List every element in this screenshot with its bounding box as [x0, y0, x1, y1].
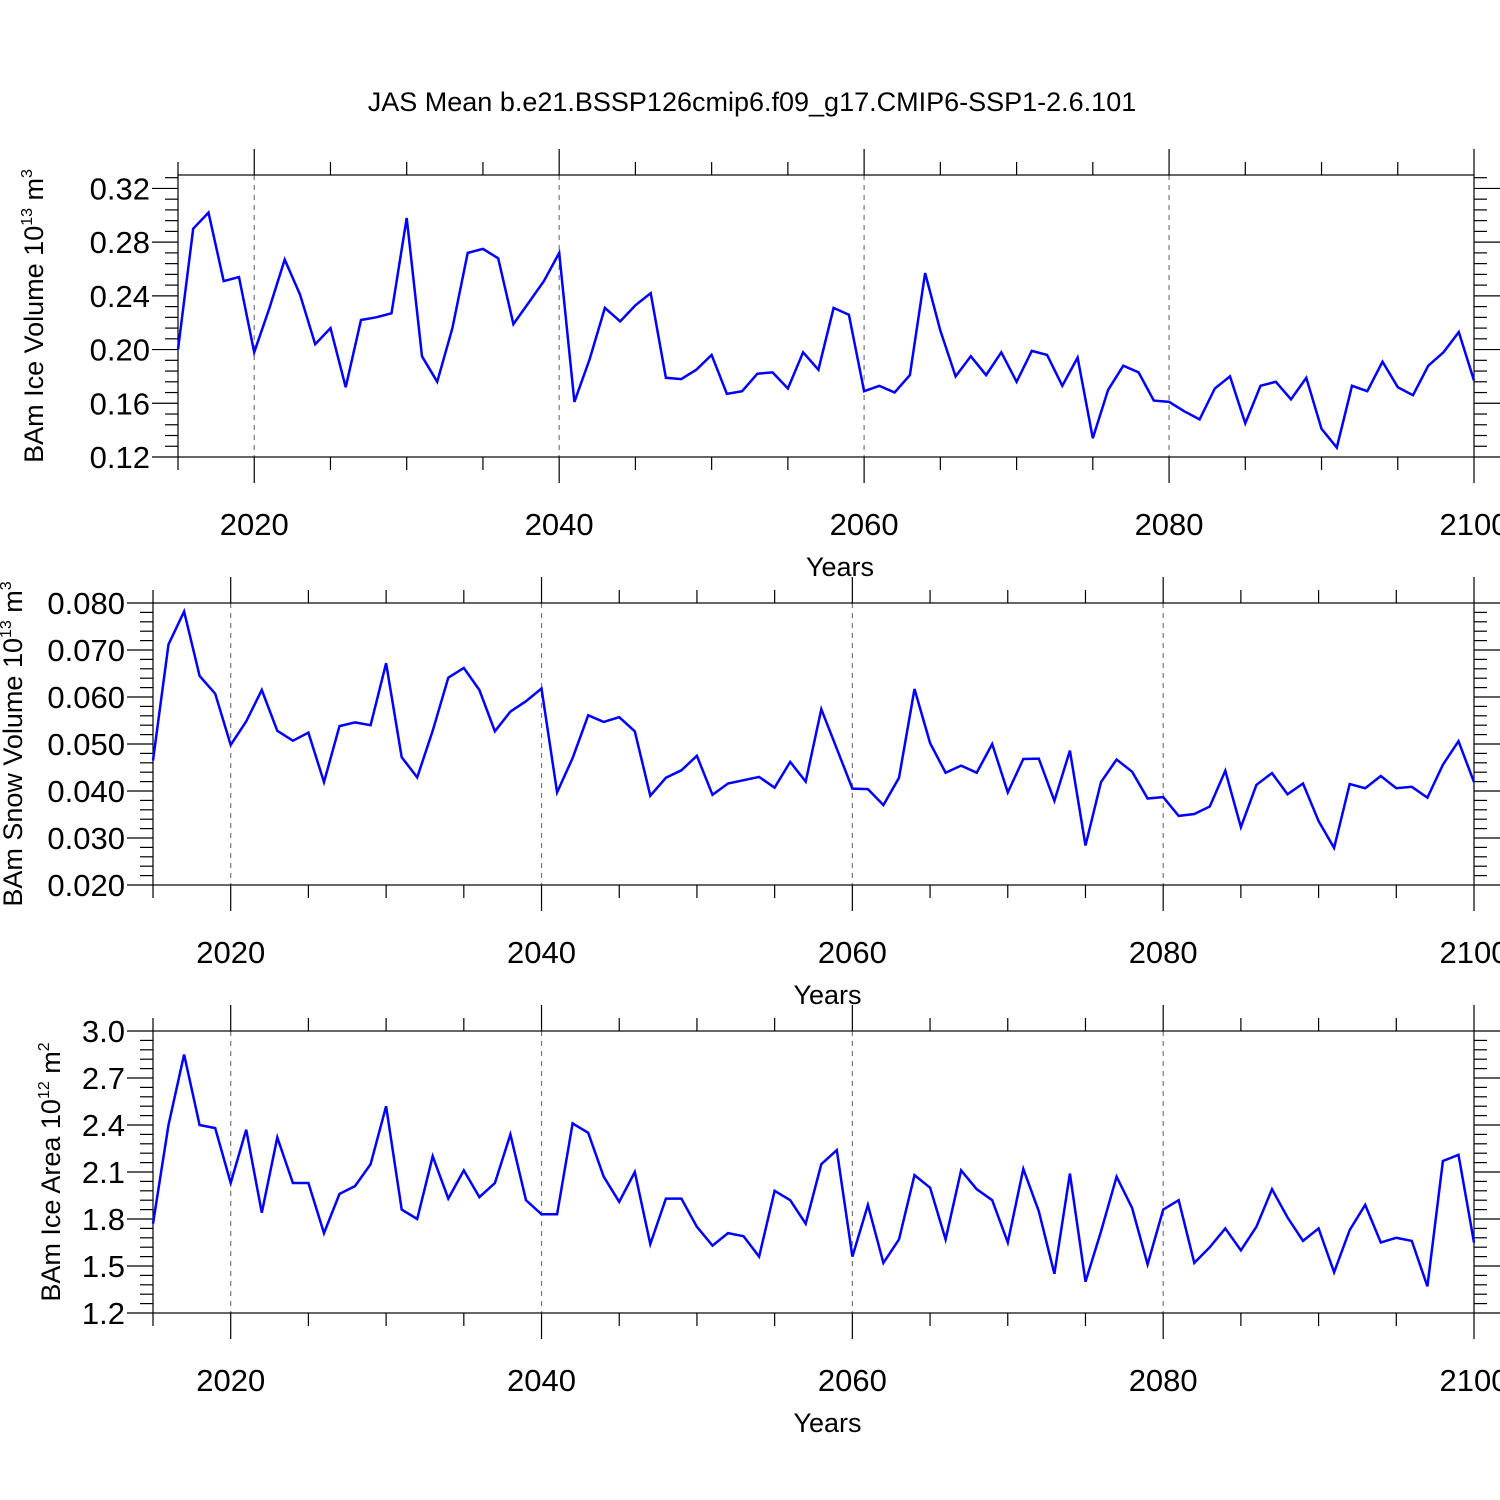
ice-volume-xtick-label: 2080 — [1135, 507, 1204, 542]
ice-area-series-line — [151, 1054, 1476, 1287]
ice-volume-ytick-label: 0.32 — [90, 171, 150, 206]
ice-area-xtick-label: 2020 — [196, 1363, 265, 1398]
ice-area-ytick-label: 1.2 — [82, 1296, 125, 1331]
ice-area-ytick-label: 2.1 — [82, 1155, 125, 1190]
snow-volume-xtick-label: 2060 — [818, 935, 887, 970]
snow-volume-yaxis-label: BAm Snow Volume 1013 m3 — [0, 581, 28, 906]
ice-area-xtick-label: 2100 — [1440, 1363, 1500, 1398]
snow-volume-ytick-label: 0.030 — [47, 821, 125, 856]
ice-volume-xtick-label: 2060 — [830, 507, 899, 542]
snow-volume-ytick-label: 0.040 — [47, 774, 125, 809]
ice-area-xtick-label: 2080 — [1129, 1363, 1198, 1398]
ice-volume-ytick-label: 0.24 — [90, 279, 150, 314]
snow-volume-panel: 2020 2040 2060 2080 2100 0.020 0.030 0.040 0.050… — [0, 577, 1500, 1010]
ice-area-yaxis-label: BAm Ice Area 1012 m2 — [36, 1042, 66, 1301]
snow-volume-series-line — [151, 607, 1476, 852]
snow-volume-xaxis-label: Years — [793, 980, 861, 1010]
ice-area-ytick-label: 1.8 — [82, 1202, 125, 1237]
ice-volume-xtick-label: 2020 — [220, 507, 289, 542]
ice-volume-ytick-label: 0.16 — [90, 386, 150, 421]
snow-volume-ytick-label: 0.070 — [47, 633, 125, 668]
ice-area-xaxis-label: Years — [793, 1408, 861, 1438]
ice-area-ytick-label: 2.7 — [82, 1061, 125, 1096]
ice-volume-yaxis-label: BAm Ice Volume 1013 m3 — [19, 169, 49, 463]
ice-area-ytick-label: 1.5 — [82, 1249, 125, 1284]
ice-volume-plot-frame — [177, 174, 1475, 458]
ice-volume-xaxis-label: Years — [806, 552, 874, 582]
snow-volume-xtick-label: 2040 — [507, 935, 576, 970]
chart-title: JAS Mean b.e21.BSSP126cmip6.f09_g17.CMIP… — [368, 87, 1136, 117]
ice-volume-xtick-label: 2040 — [525, 507, 594, 542]
snow-volume-ytick-label: 0.050 — [47, 727, 125, 762]
snow-volume-xtick-label: 2020 — [196, 935, 265, 970]
ice-volume-panel: 2020 2040 2060 2080 2100 0.12 0.16 0.20 0.24 0.28… — [19, 149, 1500, 582]
ice-area-xtick-label: 2040 — [507, 1363, 576, 1398]
ice-volume-xtick-label: 2100 — [1440, 507, 1500, 542]
ice-area-panel: 2020 2040 2060 2080 2100 1.2 1.5 1.8 2.1 2.4 2.7 3.… — [36, 1005, 1500, 1438]
snow-volume-xtick-label: 2080 — [1129, 935, 1198, 970]
ice-area-plot-frame — [152, 1030, 1475, 1314]
ice-area-ytick-label: 2.4 — [82, 1108, 125, 1143]
snow-volume-ytick-label: 0.060 — [47, 680, 125, 715]
ice-area-xtick-label: 2060 — [818, 1363, 887, 1398]
ice-volume-ytick-label: 0.20 — [90, 333, 150, 368]
snow-volume-ytick-label: 0.020 — [47, 868, 125, 903]
ice-area-ytick-label: 3.0 — [82, 1014, 125, 1049]
snow-volume-xtick-label: 2100 — [1440, 935, 1500, 970]
ice-volume-series-line — [176, 210, 1476, 451]
ice-volume-ytick-label: 0.12 — [90, 440, 150, 475]
ice-volume-ytick-label: 0.28 — [90, 225, 150, 260]
snow-volume-ytick-label: 0.080 — [47, 586, 125, 621]
